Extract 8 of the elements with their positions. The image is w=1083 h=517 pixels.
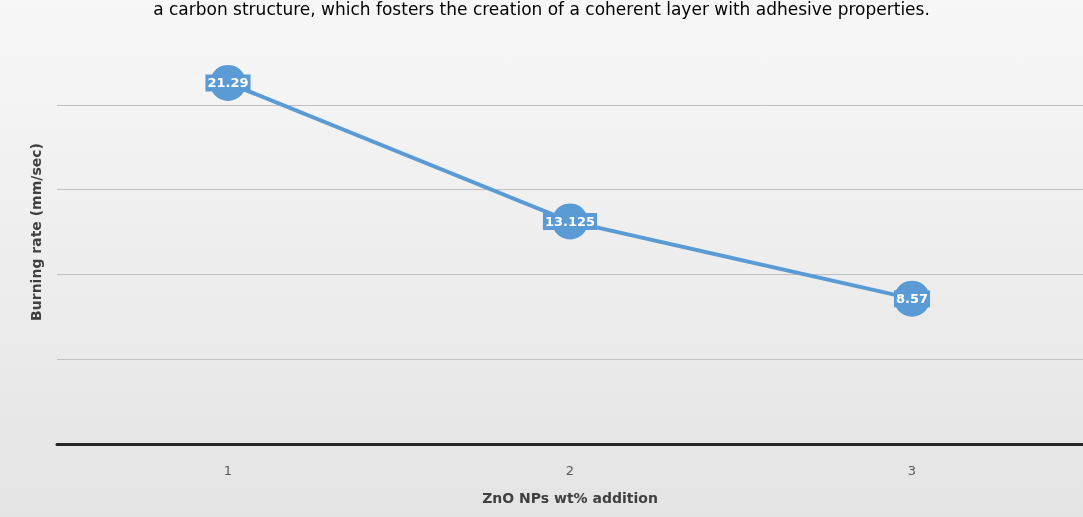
data-label: 8.57 xyxy=(895,291,929,307)
x-axis-title: ZnO NPs wt% addition xyxy=(482,490,658,506)
x-tick-label: 3 xyxy=(907,463,917,478)
x-tick-label: 2 xyxy=(565,463,575,478)
text: a carbon structure, which fosters the creation of a coherent layer with adhesive properties. xyxy=(153,0,930,19)
data-label: 21.29 xyxy=(207,75,249,91)
y-axis-title: Burning rate (mm/sec) xyxy=(28,143,44,321)
x-tick-label: 1 xyxy=(223,463,233,478)
